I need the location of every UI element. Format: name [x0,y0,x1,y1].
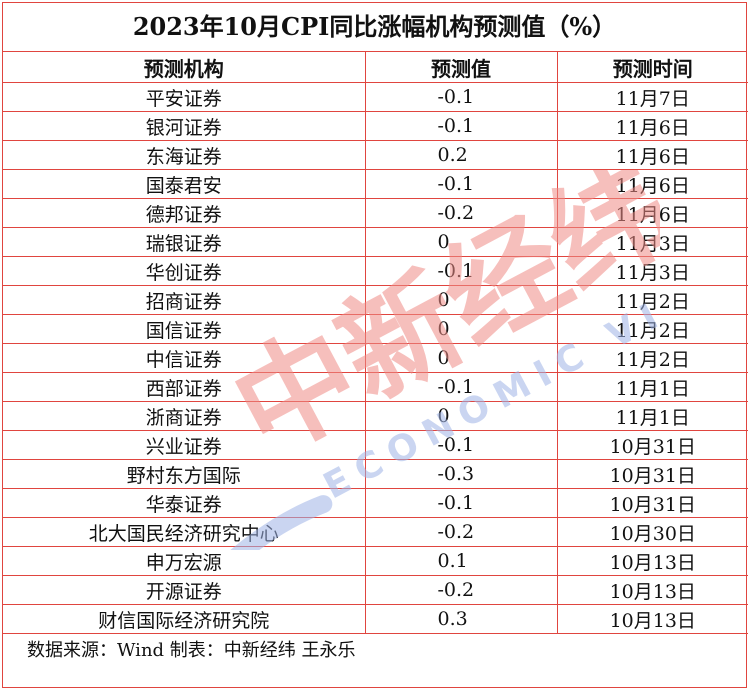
date-cell: 10月31日 [556,459,748,489]
header-org: 预测机构 [3,52,366,83]
date-cell: 11月6日 [556,198,748,228]
table-row: 西部证券 -0.1 11月1日 [3,372,748,402]
value-cell: -0.2 [364,517,558,547]
header-value: 预测值 [364,52,558,83]
date-cell: 11月6日 [556,169,748,199]
value-cell: 0.1 [364,546,558,576]
value-cell: 0 [364,314,558,344]
table-row: 东海证券 0.2 11月6日 [3,140,748,170]
org-cell: 野村东方国际 [3,459,366,489]
table-row: 国泰君安 -0.1 11月6日 [3,169,748,199]
date-cell: 11月6日 [556,111,748,141]
header-row: 预测机构 预测值 预测时间 [3,52,748,83]
value-cell: 0.2 [364,140,558,170]
org-cell: 华泰证券 [3,488,366,518]
date-cell: 10月30日 [556,517,748,547]
date-cell: 11月7日 [556,82,748,112]
table-row: 银河证券 -0.1 11月6日 [3,111,748,141]
table-row: 财信国际经济研究院 0.3 10月13日 [3,604,748,634]
table-row: 华泰证券 -0.1 10月31日 [3,488,748,518]
table-row: 野村东方国际 -0.3 10月31日 [3,459,748,489]
date-cell: 10月13日 [556,546,748,576]
date-cell: 11月2日 [556,343,748,373]
org-cell: 平安证券 [3,82,366,112]
org-cell: 国信证券 [3,314,366,344]
org-cell: 西部证券 [3,372,366,402]
date-cell: 10月13日 [556,575,748,605]
date-cell: 10月31日 [556,430,748,460]
org-cell: 中信证券 [3,343,366,373]
org-cell: 申万宏源 [3,546,366,576]
org-cell: 银河证券 [3,111,366,141]
value-cell: 0 [364,285,558,315]
value-cell: -0.1 [364,82,558,112]
table-row: 瑞银证券 0 11月3日 [3,227,748,257]
date-cell: 11月1日 [556,401,748,431]
value-cell: -0.1 [364,256,558,286]
org-cell: 开源证券 [3,575,366,605]
table-title: 2023年10月CPI同比涨幅机构预测值（%） [3,3,746,52]
value-cell: -0.1 [364,430,558,460]
table-row: 兴业证券 -0.1 10月31日 [3,430,748,460]
value-cell: -0.2 [364,575,558,605]
date-cell: 11月2日 [556,285,748,315]
date-cell: 11月2日 [556,314,748,344]
org-cell: 北大国民经济研究中心 [3,517,366,547]
table-row: 北大国民经济研究中心 -0.2 10月30日 [3,517,748,547]
header-date: 预测时间 [556,52,748,83]
table-body: 平安证券 -0.1 11月7日 银河证券 -0.1 11月6日 东海证券 0.2 11月6日 国泰… [3,82,748,634]
value-cell: -0.1 [364,169,558,199]
org-cell: 国泰君安 [3,169,366,199]
org-cell: 财信国际经济研究院 [3,604,366,634]
value-cell: 0.3 [364,604,558,634]
value-cell: 0 [364,401,558,431]
date-cell: 10月31日 [556,488,748,518]
date-cell: 11月3日 [556,227,748,257]
table-row: 招商证券 0 11月2日 [3,285,748,315]
table-row: 中信证券 0 11月2日 [3,343,748,373]
table-row: 申万宏源 0.1 10月13日 [3,546,748,576]
table-row: 平安证券 -0.1 11月7日 [3,82,748,112]
org-cell: 兴业证券 [3,430,366,460]
org-cell: 招商证券 [3,285,366,315]
table-row: 国信证券 0 11月2日 [3,314,748,344]
table-row: 浙商证券 0 11月1日 [3,401,748,431]
date-cell: 11月6日 [556,140,748,170]
forecast-table: 预测机构 预测值 预测时间 平安证券 -0.1 11月7日 银河证券 -0.1 11月6日… [3,52,748,634]
value-cell: -0.1 [364,372,558,402]
table-row: 德邦证券 -0.2 11月6日 [3,198,748,228]
value-cell: -0.2 [364,198,558,228]
table-row: 华创证券 -0.1 11月3日 [3,256,748,286]
date-cell: 10月13日 [556,604,748,634]
value-cell: -0.1 [364,488,558,518]
org-cell: 华创证券 [3,256,366,286]
date-cell: 11月3日 [556,256,748,286]
value-cell: -0.1 [364,111,558,141]
value-cell: 0 [364,227,558,257]
org-cell: 德邦证券 [3,198,366,228]
table-row: 开源证券 -0.2 10月13日 [3,575,748,605]
value-cell: 0 [364,343,558,373]
date-cell: 11月1日 [556,372,748,402]
org-cell: 浙商证券 [3,401,366,431]
org-cell: 瑞银证券 [3,227,366,257]
value-cell: -0.3 [364,459,558,489]
org-cell: 东海证券 [3,140,366,170]
source-note: 数据来源：Wind 制表：中新经纬 王永乐 [27,640,356,661]
